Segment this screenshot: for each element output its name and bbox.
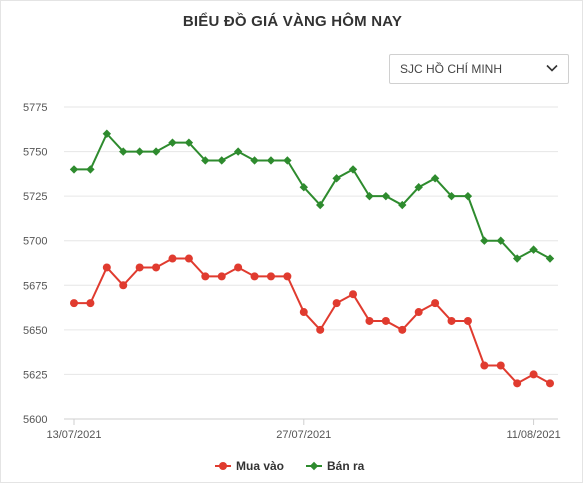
data-point[interactable] (201, 156, 210, 165)
data-point[interactable] (414, 308, 423, 317)
data-point[interactable] (447, 316, 456, 325)
data-point[interactable] (86, 165, 95, 174)
data-point[interactable] (381, 191, 391, 201)
y-tick-label: 5700 (23, 236, 47, 248)
y-tick-label: 5750 (23, 147, 47, 159)
data-point[interactable] (513, 379, 522, 388)
data-point[interactable] (332, 174, 341, 183)
x-axis: 13/07/2021 27/07/2021 11/08/2021 (46, 419, 561, 441)
data-point[interactable] (529, 245, 538, 254)
data-point[interactable] (316, 325, 325, 334)
legend-marker[interactable] (309, 461, 319, 471)
data-point[interactable] (234, 263, 243, 272)
location-select[interactable]: SJC HỒ CHÍ MINH (389, 54, 569, 84)
data-point[interactable] (135, 147, 144, 156)
data-point[interactable] (283, 272, 292, 281)
data-point[interactable] (184, 138, 194, 147)
data-point[interactable] (201, 272, 210, 281)
data-point[interactable] (184, 254, 193, 263)
data-point[interactable] (496, 236, 505, 245)
data-point[interactable] (480, 361, 489, 370)
legend-marker[interactable] (219, 462, 227, 470)
legend-item[interactable]: Mua vào (215, 459, 284, 473)
grid-lines (64, 106, 558, 420)
x-tick-label: 13/07/2021 (46, 429, 101, 441)
data-point[interactable] (447, 191, 456, 201)
data-point[interactable] (86, 299, 95, 308)
data-point[interactable] (480, 236, 489, 245)
data-point[interactable] (398, 200, 407, 210)
data-point[interactable] (546, 379, 554, 388)
data-point[interactable] (283, 156, 292, 165)
data-point[interactable] (545, 254, 555, 263)
data-point[interactable] (168, 254, 177, 263)
data-point[interactable] (217, 272, 226, 281)
data-point[interactable] (463, 191, 473, 201)
legend-item[interactable]: Bán ra (306, 459, 365, 473)
data-point[interactable] (217, 156, 226, 165)
data-point[interactable] (168, 138, 177, 147)
series-1 (69, 129, 555, 263)
y-tick-label: 5675 (23, 280, 47, 292)
data-point[interactable] (430, 174, 440, 183)
data-point[interactable] (70, 299, 78, 308)
data-point[interactable] (299, 308, 308, 317)
data-point[interactable] (233, 147, 243, 156)
data-point[interactable] (250, 156, 259, 165)
data-point[interactable] (299, 183, 308, 192)
data-point[interactable] (151, 147, 161, 156)
data-point[interactable] (529, 370, 538, 379)
chevron-down-icon (546, 64, 558, 75)
data-point[interactable] (431, 299, 440, 308)
series-layer (69, 129, 555, 388)
series-0 (70, 254, 554, 388)
data-point[interactable] (135, 263, 144, 272)
data-point[interactable] (119, 281, 128, 290)
data-point[interactable] (332, 299, 341, 308)
data-point[interactable] (250, 272, 259, 281)
y-tick-label: 5600 (23, 414, 47, 426)
data-point[interactable] (365, 191, 374, 201)
data-point[interactable] (266, 156, 276, 165)
data-point[interactable] (496, 361, 505, 370)
series-line (74, 257, 551, 385)
data-point[interactable] (266, 272, 275, 281)
data-point[interactable] (348, 165, 358, 174)
data-point[interactable] (512, 254, 522, 263)
data-point[interactable] (316, 200, 325, 210)
y-axis: 5600 5625 5650 5675 5700 5725 5750 5775 (23, 102, 47, 426)
data-point[interactable] (152, 263, 161, 272)
data-point[interactable] (365, 316, 374, 325)
data-point[interactable] (381, 316, 390, 325)
y-tick-label: 5775 (23, 102, 47, 114)
legend-label: Mua vào (236, 459, 284, 473)
data-point[interactable] (414, 183, 423, 192)
y-tick-label: 5625 (23, 369, 47, 381)
x-tick-label: 27/07/2021 (276, 429, 331, 441)
location-select-value: SJC HỒ CHÍ MINH (400, 62, 502, 76)
y-tick-label: 5650 (23, 325, 47, 337)
data-point[interactable] (119, 147, 128, 156)
legend-label: Bán ra (327, 459, 365, 473)
data-point[interactable] (102, 129, 112, 138)
y-tick-label: 5725 (23, 191, 47, 203)
data-point[interactable] (69, 165, 79, 174)
x-tick-label: 11/08/2021 (506, 429, 560, 441)
data-point[interactable] (102, 263, 111, 272)
data-point[interactable] (349, 290, 358, 299)
data-point[interactable] (463, 316, 472, 325)
data-point[interactable] (398, 325, 407, 334)
chart-title: BIỂU ĐỒ GIÁ VÀNG HÔM NAY (182, 13, 403, 30)
legend: Mua vào Bán ra (215, 459, 365, 473)
